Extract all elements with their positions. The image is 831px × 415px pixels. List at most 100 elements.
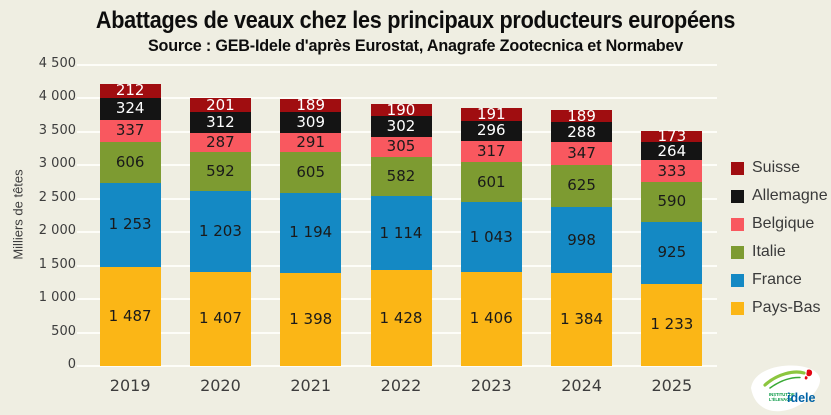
bar-value-label: 925	[657, 243, 687, 262]
bar-value-label: 264	[657, 141, 687, 160]
bar-value-label: 998	[567, 230, 596, 249]
bar-segment-italie: 582	[370, 157, 432, 196]
y-tick-label: 4 500	[38, 56, 76, 71]
bar-segment-belgique: 305	[370, 136, 432, 158]
x-tick-label: 2021	[290, 376, 332, 395]
x-tick-label: 2025	[651, 376, 693, 395]
bar-segment-suisse: 190	[370, 102, 432, 117]
bar-value-label: 305	[386, 137, 416, 156]
legend-item-pays-bas: Pays-Bas	[731, 299, 828, 317]
bar-segment-france: 1 194	[280, 192, 342, 273]
bar-segment-suisse: 212	[99, 81, 161, 100]
bar-value-label: 592	[206, 162, 235, 181]
bar-value-label: 590	[657, 192, 687, 211]
logo-wordmark: idele	[787, 391, 816, 405]
bar-segment-italie: 590	[641, 182, 703, 222]
gridline	[77, 64, 717, 66]
bar-segment-allemagne: 324	[99, 97, 161, 120]
bar-value-label: 291	[296, 132, 326, 151]
bar-segment-italie: 625	[551, 164, 613, 207]
chart-subtitle: Source : GEB-Idele d'après Eurostat, Ana…	[147, 36, 684, 55]
bar-value-label: 189	[567, 106, 596, 125]
bar-value-label: 606	[115, 152, 145, 171]
bar-value-label: 302	[386, 117, 416, 136]
bar-segment-belgique: 333	[641, 159, 703, 183]
bar-segment-suisse: 173	[641, 128, 703, 143]
x-tick-label: 2023	[470, 376, 512, 395]
bar-segment-allemagne: 296	[460, 121, 522, 141]
y-tick-label: 500	[51, 323, 76, 339]
y-tick-label: 4 000	[38, 89, 76, 105]
bar-value-label: 1 407	[198, 309, 242, 328]
bar-value-label: 296	[476, 121, 506, 140]
legend-label: Suisse	[752, 159, 801, 176]
bar-segment-italie: 606	[99, 142, 161, 183]
bar-segment-france: 1 253	[99, 182, 161, 267]
bar-value-label: 333	[657, 161, 687, 180]
y-tick-label: 0	[67, 357, 76, 372]
bar-value-label: 287	[206, 132, 235, 151]
bar-value-label: 1 253	[108, 215, 152, 234]
legend-item-italie: Italie	[731, 243, 828, 261]
bar-segment-pays-bas: 1 398	[280, 272, 342, 366]
legend-label: France	[752, 271, 802, 288]
legend-swatch	[731, 189, 744, 203]
idele-logo: INSTITUT DE L'ÉLEVAGE idele	[751, 365, 821, 412]
bar-segment-france: 925	[641, 221, 703, 284]
bar-value-label: 309	[296, 112, 326, 131]
bar-value-label: 191	[476, 105, 506, 124]
bar-segment-allemagne: 288	[551, 122, 613, 142]
bar-segment-france: 998	[551, 206, 613, 274]
bar-segment-suisse: 189	[551, 106, 613, 125]
y-tick-label: 3 500	[38, 122, 76, 138]
gridline	[77, 365, 717, 367]
bar-segment-allemagne: 312	[189, 111, 251, 133]
x-tick-label: 2022	[380, 376, 422, 395]
bar-segment-suisse: 191	[460, 105, 522, 124]
bar-segment-belgique: 287	[189, 132, 251, 152]
legend-label: Pays-Bas	[752, 299, 821, 316]
legend-swatch	[731, 161, 744, 175]
bar-value-label: 212	[115, 81, 145, 100]
bar-value-label: 189	[296, 96, 326, 115]
bar-value-label: 1 428	[379, 308, 423, 327]
bar-value-label: 601	[476, 172, 506, 191]
bar-segment-suisse: 201	[189, 97, 251, 112]
x-tick-label: 2019	[109, 376, 151, 395]
bar-value-label: 337	[115, 121, 145, 140]
bar-segment-pays-bas: 1 233	[641, 283, 703, 366]
chart-title: Abattages de veaux chez les principaux p…	[95, 7, 736, 34]
plot-area: 1 487 1 253 606 337 324 212 1 407 1 203 592 287 31…	[77, 64, 717, 367]
legend-label: Allemagne	[752, 187, 828, 204]
bar-value-label: 1 384	[560, 310, 604, 329]
bar-value-label: 324	[115, 99, 145, 118]
bar-segment-italie: 605	[280, 152, 342, 193]
legend-swatch	[731, 217, 744, 231]
y-tick-label: 2 000	[38, 223, 76, 239]
bar-segment-suisse: 189	[280, 96, 342, 115]
logo-subtext-line1: INSTITUT DE	[769, 392, 795, 397]
legend-item-suisse: Suisse	[731, 159, 828, 177]
bar-segment-allemagne: 264	[641, 141, 703, 160]
bar-segment-france: 1 043	[460, 202, 522, 272]
legend: Suisse Allemagne Belgique Italie France Pays-…	[731, 159, 828, 317]
bar-value-label: 288	[567, 122, 596, 141]
bar-segment-pays-bas: 1 384	[551, 273, 613, 366]
bar-segment-pays-bas: 1 428	[370, 270, 432, 366]
logo-subtext-line2: L'ÉLEVAGE	[769, 397, 792, 402]
legend-item-france: France	[731, 271, 828, 289]
bar-value-label: 1 203	[198, 222, 242, 241]
bar-segment-pays-bas: 1 487	[99, 266, 161, 366]
y-tick-label: 1 500	[38, 256, 76, 272]
legend-swatch	[731, 301, 744, 315]
bar-segment-pays-bas: 1 407	[189, 271, 251, 366]
bar-segment-belgique: 337	[99, 119, 161, 143]
bar-value-label: 312	[206, 112, 235, 131]
bar-value-label: 1 398	[289, 309, 333, 328]
bar-value-label: 1 194	[289, 223, 333, 242]
bar-value-label: 625	[567, 176, 596, 195]
bar-segment-france: 1 114	[370, 195, 432, 271]
bar-segment-belgique: 317	[460, 140, 522, 162]
bar-value-label: 317	[476, 141, 506, 160]
